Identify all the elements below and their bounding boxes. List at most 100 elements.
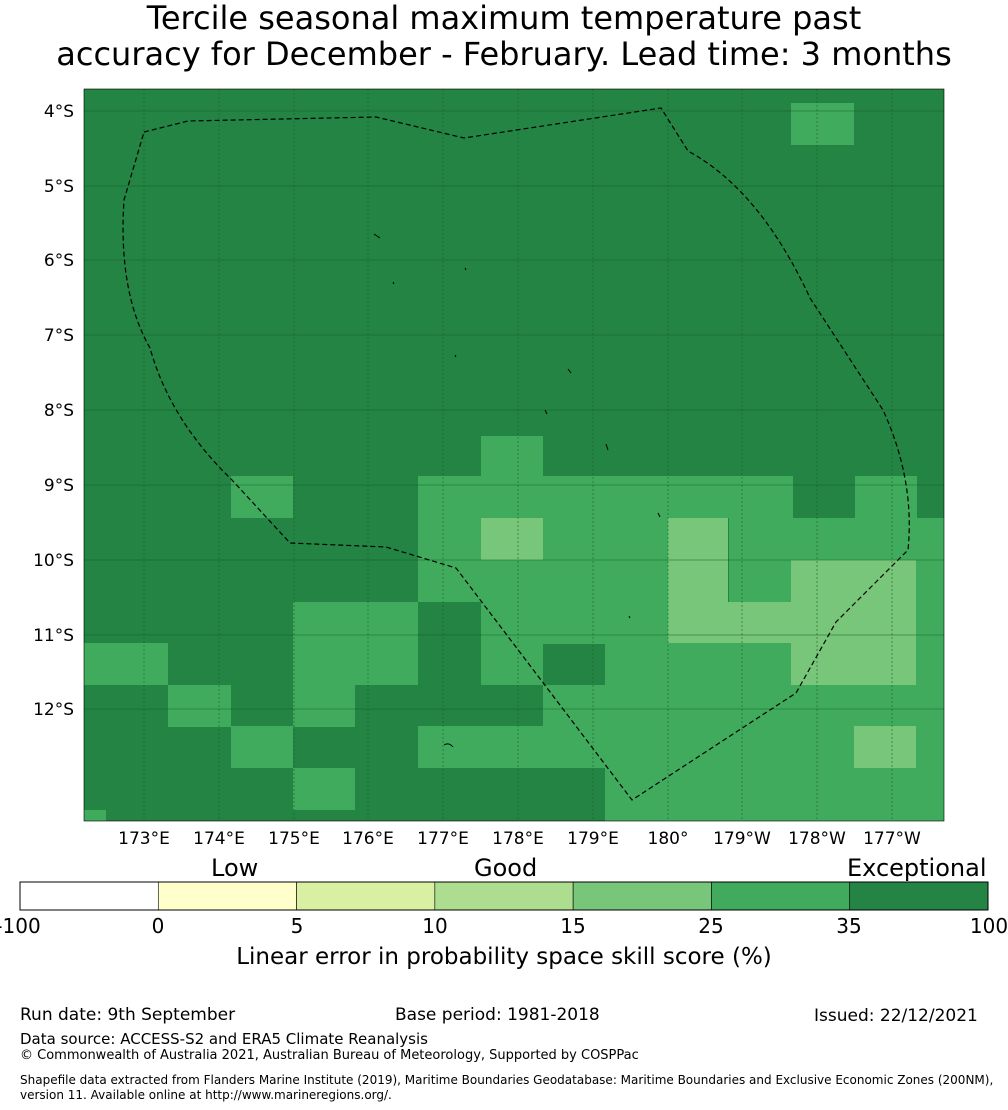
longitude-label: 178°E bbox=[492, 829, 544, 849]
longitude-label: 177°E bbox=[417, 829, 469, 849]
data-source: Data source: ACCESS-S2 and ERA5 Climate … bbox=[20, 1030, 428, 1048]
graticule bbox=[84, 89, 944, 821]
longitude-label: 178°W bbox=[788, 829, 846, 849]
colorbar-tick-label: 35 bbox=[836, 914, 862, 938]
legend-word-exceptional: Exceptional bbox=[847, 854, 987, 882]
skill-cell bbox=[605, 768, 944, 821]
copyright-notice: © Commonwealth of Australia 2021, Austra… bbox=[20, 1048, 639, 1063]
skill-cell bbox=[668, 560, 728, 602]
colorbar-outline bbox=[19, 881, 989, 911]
skill-cell bbox=[231, 476, 293, 518]
longitude-label: 175°E bbox=[268, 829, 320, 849]
latitude-label: 11°S bbox=[33, 626, 74, 646]
latitude-label: 5°S bbox=[44, 177, 74, 197]
colorbar-segment bbox=[572, 881, 712, 911]
colorbar-segment bbox=[849, 881, 989, 911]
skill-cell bbox=[729, 560, 791, 602]
latitude-label: 8°S bbox=[44, 401, 74, 421]
skill-cell bbox=[668, 518, 728, 560]
skill-cell bbox=[418, 726, 605, 768]
island-outline bbox=[464, 267, 467, 271]
skill-cell bbox=[916, 560, 944, 602]
skill-cell bbox=[855, 476, 917, 518]
skill-cell bbox=[729, 518, 944, 560]
colorbar-tick-label: 25 bbox=[698, 914, 724, 938]
legend-word-low: Low bbox=[211, 854, 259, 882]
latitude-labels: 4°S 5°S 6°S 7°S 8°S 9°S 10°S 11°S 12°S bbox=[33, 102, 74, 720]
skill-cell bbox=[293, 768, 355, 810]
skill-cell bbox=[916, 602, 944, 644]
skill-cell bbox=[916, 726, 944, 768]
latitude-label: 9°S bbox=[44, 476, 74, 496]
skill-cell bbox=[543, 685, 944, 727]
longitude-label: 179°W bbox=[713, 829, 771, 849]
colorbar-tick-label: 100 bbox=[969, 914, 1008, 938]
skill-cell bbox=[481, 643, 543, 685]
island-outline bbox=[628, 615, 631, 619]
island-outline bbox=[657, 512, 661, 518]
colorbar-tick-label: -100 bbox=[0, 914, 41, 938]
skill-cell bbox=[293, 643, 418, 685]
latitude-label: 12°S bbox=[33, 700, 74, 720]
island-outline bbox=[373, 233, 381, 239]
skill-cell bbox=[791, 103, 854, 145]
skill-cell bbox=[481, 602, 668, 644]
map-title-line-1: Tercile seasonal maximum temperature pas… bbox=[146, 0, 862, 37]
map-frame bbox=[83, 88, 945, 822]
colorbar-segment bbox=[434, 881, 574, 911]
skill-score-grid bbox=[84, 89, 944, 821]
skill-cell bbox=[668, 602, 916, 644]
colorbar-segment bbox=[296, 881, 436, 911]
colorbar-tick-label: 5 bbox=[290, 914, 304, 938]
eez-boundary bbox=[122, 107, 910, 801]
colorbar-segment bbox=[19, 881, 159, 911]
colorbar-segment bbox=[711, 881, 851, 911]
latitude-label: 6°S bbox=[44, 251, 74, 271]
island-outline bbox=[392, 281, 395, 285]
map-title-line-2: accuracy for December - February. Lead t… bbox=[56, 35, 952, 73]
colorbar-segment bbox=[157, 881, 297, 911]
colorbar bbox=[19, 881, 989, 911]
latitude-label: 4°S bbox=[44, 102, 74, 122]
skill-cell bbox=[791, 560, 916, 602]
skill-cell bbox=[605, 643, 791, 685]
longitude-label: 174°E bbox=[193, 829, 245, 849]
colorbar-tick-label: 0 bbox=[151, 914, 165, 938]
island-outline bbox=[567, 368, 572, 374]
colorbar-tick-label: 10 bbox=[422, 914, 448, 938]
shapefile-attribution: Shapefile data extracted from Flanders M… bbox=[20, 1073, 994, 1102]
map-title: Tercile seasonal maximum temperature pas… bbox=[0, 0, 1008, 72]
skill-cell bbox=[418, 560, 668, 602]
skill-cell bbox=[481, 518, 543, 560]
colorbar-title: Linear error in probability space skill … bbox=[236, 944, 772, 970]
legend-word-good: Good bbox=[474, 854, 538, 882]
run-date: Run date: 9th September bbox=[20, 1005, 236, 1025]
island-outlines bbox=[373, 233, 661, 748]
skill-cell bbox=[791, 643, 916, 685]
issued-date: Issued: 22/12/2021 bbox=[814, 1006, 978, 1026]
skill-cell bbox=[293, 685, 355, 727]
island-outline bbox=[544, 409, 548, 415]
longitude-label: 180° bbox=[648, 829, 689, 849]
skill-cell bbox=[231, 726, 293, 768]
skill-cell bbox=[605, 726, 854, 768]
skill-cell bbox=[293, 602, 418, 644]
island-outline bbox=[605, 443, 609, 451]
latitude-label: 7°S bbox=[44, 326, 74, 346]
colorbar-tick-label: 15 bbox=[560, 914, 586, 938]
longitude-label: 173°E bbox=[118, 829, 170, 849]
longitude-label: 177°W bbox=[863, 829, 921, 849]
skill-cell bbox=[481, 436, 543, 478]
longitude-label: 176°E bbox=[342, 829, 394, 849]
island-outline bbox=[443, 743, 454, 748]
longitude-label: 179°E bbox=[567, 829, 619, 849]
skill-cell bbox=[854, 726, 916, 768]
skill-cell bbox=[168, 685, 231, 727]
longitude-labels: 173°E 174°E 175°E 176°E 177°E 178°E 179°E 180° 1… bbox=[118, 829, 921, 849]
latitude-label: 10°S bbox=[33, 551, 74, 571]
skill-cell bbox=[84, 810, 106, 821]
island-outline bbox=[454, 354, 457, 358]
skill-cell bbox=[84, 643, 168, 685]
skill-cell bbox=[418, 476, 793, 518]
